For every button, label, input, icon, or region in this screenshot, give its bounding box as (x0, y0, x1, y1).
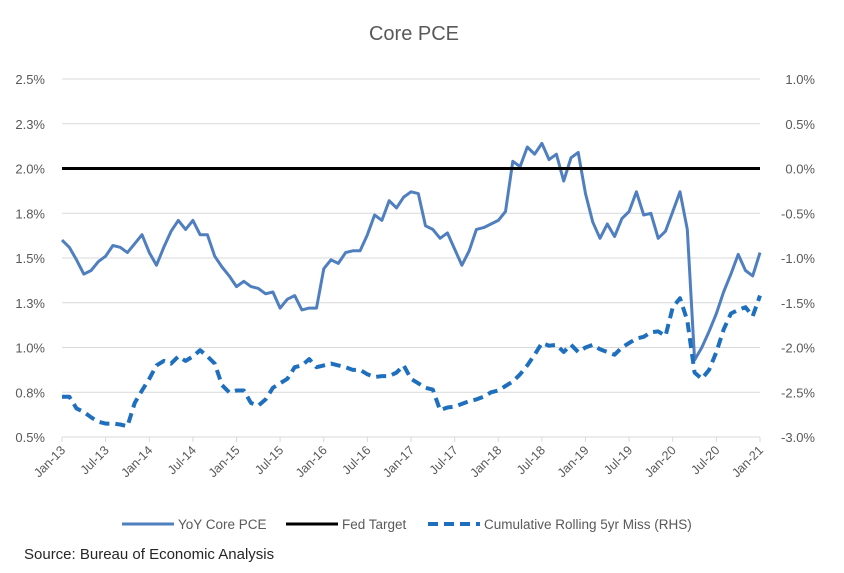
y-left-tick-label: 2.5% (15, 72, 45, 87)
x-tick-label: Jan-19 (555, 443, 592, 480)
y-axis-left: 0.5% 0.8% 1.0% 1.3% 1.5% 1.8% 2.0% 2.3% 2.5% (15, 72, 45, 445)
y-left-tick-label: 0.8% (15, 385, 45, 400)
y-left-tick-label: 1.5% (15, 251, 45, 266)
legend-label-yoy-core-pce: YoY Core PCE (178, 517, 267, 532)
chart-title: Core PCE (369, 23, 459, 45)
y-axis-right: -3.0% -2.5% -2.0% -1.5% -1.0% -0.5% 0.0% 0.5% 1.… (781, 72, 815, 445)
y-right-tick-label: -1.5% (781, 296, 815, 311)
y-right-tick-label: -1.0% (781, 251, 815, 266)
source-note: Source: Bureau of Economic Analysis (24, 546, 275, 563)
x-tick-label: Jul-17 (427, 443, 461, 477)
x-tick-label: Jan-17 (380, 443, 417, 480)
x-tick-label: Jan-16 (293, 443, 330, 480)
x-tick-label: Jul-14 (165, 443, 199, 477)
y-left-tick-label: 2.3% (15, 117, 45, 132)
x-tick-label: Jul-16 (340, 443, 374, 477)
y-left-tick-label: 2.0% (15, 162, 45, 177)
gridlines (62, 78, 760, 438)
x-tick-label: Jan-13 (31, 443, 68, 480)
x-tick-label: Jan-21 (729, 443, 766, 480)
y-left-tick-label: 1.8% (15, 206, 45, 221)
series-layer (60, 141, 762, 429)
x-tick-label: Jul-20 (689, 443, 723, 477)
x-tick-label: Jul-18 (514, 443, 548, 477)
legend-label-cumulative-miss: Cumulative Rolling 5yr Miss (RHS) (484, 517, 692, 532)
y-right-tick-label: 0.5% (785, 117, 815, 132)
x-tick-label: Jan-15 (206, 443, 243, 480)
y-right-tick-label: -0.5% (781, 206, 815, 221)
y-right-tick-label: 0.0% (785, 162, 815, 177)
x-tick-label: Jul-19 (601, 443, 635, 477)
x-axis: Jan-13 Jul-13 Jan-14 Jul-14 Jan-15 Jul-15 Jan-… (31, 436, 766, 480)
y-right-tick-label: -2.5% (781, 385, 815, 400)
y-left-tick-label: 0.5% (15, 430, 45, 445)
y-right-tick-label: -3.0% (781, 430, 815, 445)
x-tick-label: Jul-15 (252, 443, 286, 477)
y-right-tick-label: -2.0% (781, 341, 815, 356)
y-left-tick-label: 1.3% (15, 296, 45, 311)
legend-label-fed-target: Fed Target (342, 517, 407, 532)
series-line-cumulative-miss (62, 294, 762, 429)
x-tick-label: Jul-13 (78, 443, 112, 477)
series-line-yoy-core-pce (60, 141, 762, 362)
x-tick-label: Jan-18 (467, 443, 504, 480)
x-tick-label: Jan-20 (642, 443, 679, 480)
x-tick-label: Jan-14 (118, 443, 155, 480)
y-right-tick-label: 1.0% (785, 72, 815, 87)
y-left-tick-label: 1.0% (15, 341, 45, 356)
legend: YoY Core PCE Fed Target Cumulative Rolling… (122, 517, 692, 532)
